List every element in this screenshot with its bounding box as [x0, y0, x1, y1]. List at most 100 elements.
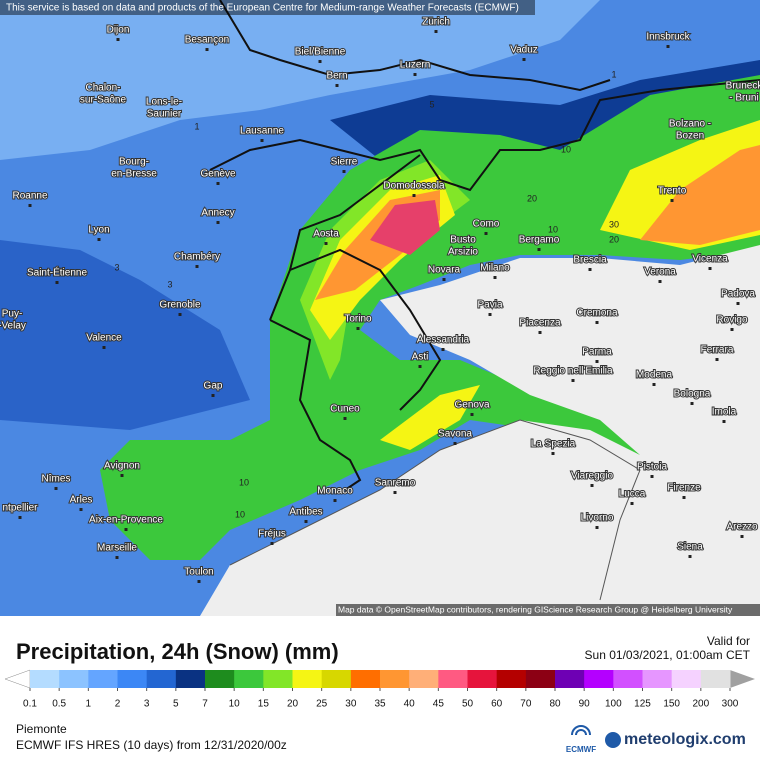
colorbar-segment	[234, 670, 264, 688]
place-dot	[588, 268, 592, 271]
place-label: Valence	[86, 333, 122, 344]
yellow-area-south	[380, 385, 480, 450]
place-label: Luzern	[400, 60, 431, 71]
place-label: Imola	[712, 407, 737, 418]
colorbar-tick-label: 60	[491, 699, 503, 710]
colorbar-tick-label: 1	[86, 699, 92, 710]
place-label: Rovigo	[716, 315, 748, 326]
colorbar-tick-label: 40	[404, 699, 416, 710]
attribution: Map data © OpenStreetMap contributors, r…	[338, 604, 733, 614]
place-label: sur-Saône	[80, 95, 127, 106]
light-blue-area	[0, 0, 600, 160]
red-area	[370, 200, 440, 255]
colorbar-tick-label: 35	[374, 699, 386, 710]
place-label: Pistoia	[637, 462, 667, 473]
colorbar-tick-label: 20	[287, 699, 299, 710]
colorbar-segment	[59, 670, 89, 688]
place-dot	[412, 194, 416, 197]
place-dot	[413, 73, 417, 76]
place-dot	[335, 84, 339, 87]
place-dot	[205, 48, 209, 51]
place-label: Trento	[658, 186, 687, 197]
contour-label: 20	[609, 234, 619, 244]
place-label: Lons-le-	[146, 97, 182, 108]
place-label: Arezzo	[726, 522, 758, 533]
colorbar-tick-label: 7	[202, 699, 208, 710]
place-dot	[115, 556, 119, 559]
place-dot	[162, 110, 166, 113]
place-label: Toulon	[184, 567, 213, 578]
place-label: Brescia	[573, 255, 607, 266]
colorbar-tick-label: 15	[258, 699, 270, 710]
place-dot	[688, 555, 692, 558]
colorbar-tick-label: 125	[634, 699, 651, 710]
valid-time: Sun 01/03/2021, 01:00am CET	[585, 648, 751, 662]
place-label: Reggio nell'Emilia	[533, 366, 613, 377]
place-dot	[393, 491, 397, 494]
place-dot	[356, 327, 360, 330]
colorbar-tick-label: 5	[173, 699, 179, 710]
place-dot	[342, 170, 346, 173]
border	[269, 154, 421, 321]
place-label: Monaco	[317, 486, 353, 497]
colorbar-tick-label: 200	[692, 699, 709, 710]
border	[289, 248, 442, 411]
place-dot	[116, 38, 120, 41]
place-label: Lucca	[619, 489, 646, 500]
place-label: Chambéry	[174, 252, 220, 263]
place-dot	[688, 132, 692, 135]
place-label: Ferrara	[701, 345, 734, 356]
colorbar-segment	[438, 670, 468, 688]
place-label: Cuneo	[330, 404, 360, 415]
place-dot	[690, 402, 694, 405]
place-dot	[736, 302, 740, 305]
place-label: Genova	[454, 400, 489, 411]
place-dot	[441, 348, 445, 351]
colorbar-tick-label: 90	[579, 699, 591, 710]
place-dot	[18, 516, 22, 519]
brand-text: meteologix.com	[624, 731, 746, 748]
colorbar-segment	[409, 670, 439, 688]
place-label: Parma	[582, 347, 612, 358]
place-label: Nîmes	[42, 474, 71, 485]
colorbar-segment	[205, 670, 235, 688]
colorbar-segment	[292, 670, 323, 688]
colorbar-segment	[350, 670, 381, 688]
place-label: Bozen	[676, 131, 704, 142]
place-label: Vicenza	[692, 254, 728, 265]
place-dot	[318, 60, 322, 63]
place-label: Asti	[412, 352, 429, 363]
colorbar-tick-label: 100	[605, 699, 622, 710]
colorbar-tick-label: 10	[229, 699, 241, 710]
contour-label: 10	[235, 509, 245, 519]
contour-label: 3	[167, 279, 172, 289]
place-dot	[54, 487, 58, 490]
place-label: Puy-	[2, 309, 23, 320]
place-dot	[650, 475, 654, 478]
place-dot	[101, 96, 105, 99]
border	[269, 319, 362, 491]
colorbar-tick-label: 2	[115, 699, 121, 710]
ecmwf-text: ECMWF	[566, 745, 596, 754]
place-dot	[270, 542, 274, 545]
orange-area-east	[640, 145, 760, 245]
place-dot	[453, 442, 457, 445]
place-label: Milano	[480, 263, 510, 274]
place-dot	[418, 365, 422, 368]
colorbar-segment	[496, 670, 527, 688]
place-label: Arles	[70, 495, 93, 506]
place-dot	[595, 526, 599, 529]
contour-label: 1	[194, 121, 199, 131]
place-label: Avignon	[104, 461, 140, 472]
place-label: Bourg-	[119, 157, 149, 168]
colorbar-segment	[525, 670, 556, 688]
place-label: Torino	[344, 314, 372, 325]
place-label: Pavia	[477, 300, 502, 311]
place-label: Novara	[428, 265, 461, 276]
place-label: Bruneck	[726, 81, 760, 92]
contour-label: 30	[609, 219, 619, 229]
place-label: Firenze	[667, 483, 701, 494]
colorbar-segment	[700, 670, 731, 688]
region: Piemonte	[16, 722, 67, 736]
